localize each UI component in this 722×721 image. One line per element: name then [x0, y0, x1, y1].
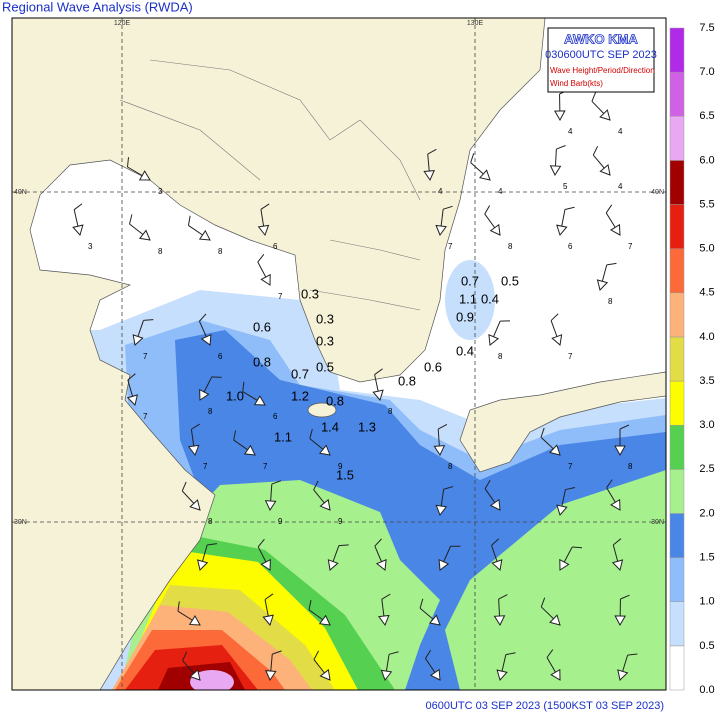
- wave-height-label: 0.5: [501, 273, 519, 288]
- period-label: 8: [218, 247, 223, 256]
- wave-height-label: 1.2: [291, 388, 309, 403]
- colorbar-swatch: [670, 469, 684, 513]
- colorbar: 0.0 0.5 1.0 1.5 2.0 2.5 3.0 3.5 4.0 4.5 5.0 5.5 6.0 6…: [670, 22, 715, 696]
- colorbar-label: 0.0: [699, 684, 714, 696]
- lon-label: 120E: [114, 20, 131, 27]
- header-line: AWKO KMA: [564, 31, 638, 46]
- period-label: 5: [563, 182, 568, 191]
- period-label: 7: [263, 462, 268, 471]
- colorbar-label: 1.0: [699, 596, 714, 608]
- period-label: 6: [568, 242, 573, 251]
- period-label: 3: [88, 242, 93, 251]
- wave-height-label: 1.4: [321, 419, 339, 434]
- wave-height-label: 0.6: [253, 319, 271, 334]
- period-label: 8: [158, 247, 163, 256]
- colorbar-label: 6.0: [699, 154, 714, 166]
- period-label: 8: [608, 297, 613, 306]
- colorbar-label: 1.5: [699, 552, 714, 564]
- colorbar-label: 2.5: [699, 463, 714, 475]
- wave-height-label: 0.4: [456, 343, 474, 358]
- wave-height-label: 0.5: [316, 359, 334, 374]
- period-label: 8: [388, 407, 393, 416]
- lat-label: 40N: [14, 189, 27, 196]
- map: 0.7 0.5 1.1 0.4 0.9 0.3 0.3 0.3 0.6 0.8 0.5 0.7 0.8 0…: [12, 18, 666, 694]
- header-note: Wave Height/Period/Direction: [550, 66, 655, 75]
- colorbar-swatch: [670, 249, 684, 293]
- period-label: 6: [273, 242, 278, 251]
- wave-height-label: 0.6: [424, 359, 442, 374]
- colorbar-swatch: [670, 425, 684, 469]
- colorbar-label: 4.0: [699, 331, 714, 343]
- colorbar-swatch: [670, 160, 684, 204]
- period-label: 7: [143, 352, 148, 361]
- colorbar-swatch: [670, 513, 684, 557]
- wave-height-label: 0.4: [481, 291, 499, 306]
- wave-height-label: 0.3: [301, 286, 319, 301]
- wave-height-label: 0.3: [316, 311, 334, 326]
- colorbar-label: 7.5: [699, 22, 714, 34]
- colorbar-swatch: [670, 116, 684, 160]
- lat-label: 30N: [14, 519, 27, 526]
- period-label: 8: [498, 352, 503, 361]
- colorbar-label: 4.5: [699, 287, 714, 299]
- colorbar-label: 3.5: [699, 375, 714, 387]
- colorbar-swatch: [670, 602, 684, 646]
- period-label: 9: [338, 462, 343, 471]
- wave-height-label: 0.7: [461, 273, 479, 288]
- period-label: 7: [448, 242, 453, 251]
- period-label: 8: [628, 462, 633, 471]
- period-label: 6: [218, 352, 223, 361]
- period-label: 8: [208, 407, 213, 416]
- colorbar-swatch: [670, 646, 684, 690]
- wave-height-label: 0.9: [456, 309, 474, 324]
- period-label: 7: [278, 292, 283, 301]
- period-label: 6: [273, 412, 278, 421]
- colorbar-label: 5.5: [699, 198, 714, 210]
- period-label: 4: [568, 127, 573, 136]
- period-label: 7: [628, 242, 633, 251]
- wave-height-label: 0.8: [253, 354, 271, 369]
- lat-label: 40N: [651, 189, 664, 196]
- colorbar-swatch: [670, 28, 684, 72]
- wave-height-label: 0.7: [291, 366, 309, 381]
- period-label: 7: [568, 462, 573, 471]
- wave-height-label: 1.3: [358, 419, 376, 434]
- colorbar-label: 7.0: [699, 66, 714, 78]
- lat-label: 30N: [651, 519, 664, 526]
- period-label: 8: [448, 462, 453, 471]
- wave-height-label: 1.1: [459, 291, 477, 306]
- period-label: 4: [618, 182, 623, 191]
- colorbar-label: 0.5: [699, 640, 714, 652]
- period-label: 7: [568, 352, 573, 361]
- title: Regional Wave Analysis (RWDA): [2, 0, 193, 14]
- colorbar-swatch: [670, 72, 684, 116]
- colorbar-label: 6.5: [699, 110, 714, 122]
- wave-height-label: 0.8: [326, 393, 344, 408]
- period-label: 4: [618, 127, 623, 136]
- period-label: 7: [203, 462, 208, 471]
- wave-height-label: 0.8: [398, 373, 416, 388]
- colorbar-swatch: [670, 293, 684, 337]
- colorbar-swatch: [670, 558, 684, 602]
- period-label: 7: [143, 412, 148, 421]
- colorbar-label: 5.0: [699, 243, 714, 255]
- colorbar-swatch: [670, 381, 684, 425]
- wave-height-label: 1.0: [226, 388, 244, 403]
- header-note: Wind Barb(kts): [550, 79, 603, 88]
- lon-label: 130E: [467, 20, 484, 27]
- colorbar-label: 2.0: [699, 507, 714, 519]
- colorbar-swatch: [670, 205, 684, 249]
- period-label: 8: [508, 242, 513, 251]
- wave-height-label: 1.1: [274, 429, 292, 444]
- wave-height-label: 0.3: [316, 333, 334, 348]
- colorbar-label: 3.0: [699, 419, 714, 431]
- colorbar-swatch: [670, 337, 684, 381]
- header-line: 030600UTC SEP 2023: [545, 49, 657, 61]
- footer: 0600UTC 03 SEP 2023 (1500KST 03 SEP 2023…: [426, 700, 665, 712]
